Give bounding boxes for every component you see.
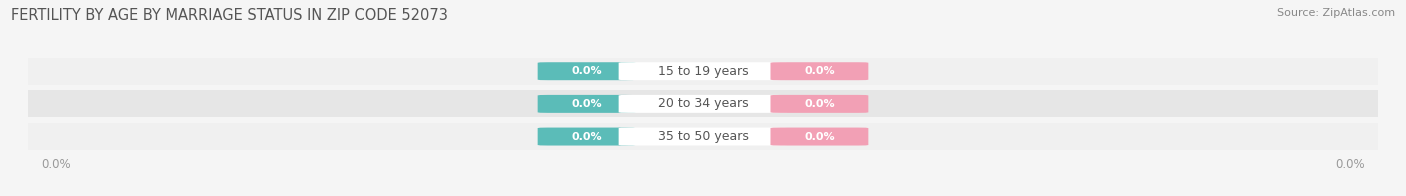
FancyBboxPatch shape xyxy=(619,128,787,146)
Text: 15 to 19 years: 15 to 19 years xyxy=(658,65,748,78)
Text: 35 to 50 years: 35 to 50 years xyxy=(658,130,748,143)
FancyBboxPatch shape xyxy=(28,58,1378,85)
Text: 0.0%: 0.0% xyxy=(571,132,602,142)
Text: 0.0%: 0.0% xyxy=(42,158,72,171)
Text: 0.0%: 0.0% xyxy=(571,99,602,109)
FancyBboxPatch shape xyxy=(28,123,1378,150)
FancyBboxPatch shape xyxy=(619,62,787,80)
Text: 0.0%: 0.0% xyxy=(804,66,835,76)
FancyBboxPatch shape xyxy=(537,95,636,113)
FancyBboxPatch shape xyxy=(619,95,787,113)
FancyBboxPatch shape xyxy=(770,62,869,80)
Text: 0.0%: 0.0% xyxy=(1334,158,1364,171)
FancyBboxPatch shape xyxy=(537,62,636,80)
Text: 0.0%: 0.0% xyxy=(804,132,835,142)
FancyBboxPatch shape xyxy=(770,128,869,146)
Text: FERTILITY BY AGE BY MARRIAGE STATUS IN ZIP CODE 52073: FERTILITY BY AGE BY MARRIAGE STATUS IN Z… xyxy=(11,8,449,23)
Text: 20 to 34 years: 20 to 34 years xyxy=(658,97,748,110)
FancyBboxPatch shape xyxy=(28,91,1378,117)
Text: 0.0%: 0.0% xyxy=(571,66,602,76)
FancyBboxPatch shape xyxy=(537,128,636,146)
Text: Source: ZipAtlas.com: Source: ZipAtlas.com xyxy=(1277,8,1395,18)
Text: 0.0%: 0.0% xyxy=(804,99,835,109)
FancyBboxPatch shape xyxy=(770,95,869,113)
